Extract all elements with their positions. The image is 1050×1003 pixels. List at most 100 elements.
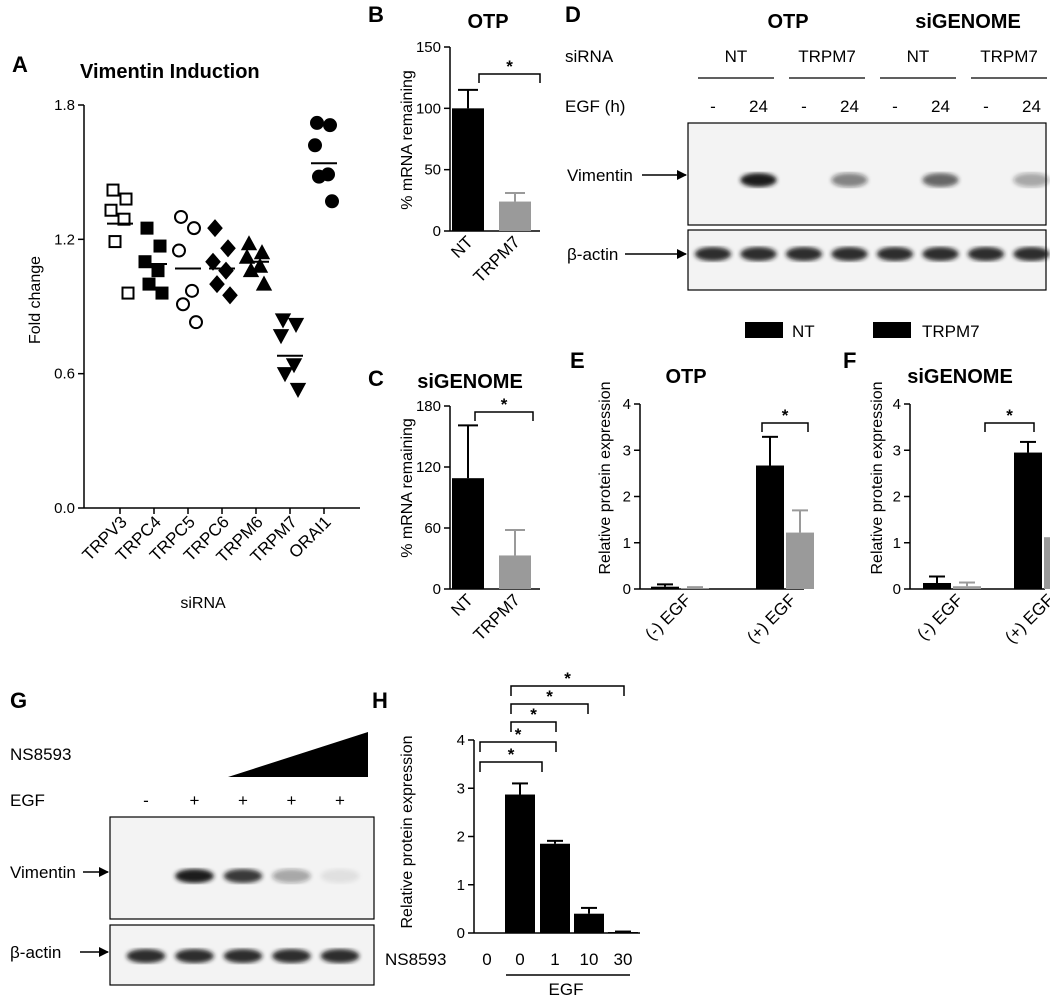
bar-b-trpm7	[499, 201, 531, 231]
blot-g-actin-band-4	[320, 949, 360, 963]
data-point-trpc4	[142, 277, 156, 291]
y-tick-label-b: 50	[424, 162, 441, 179]
y-tick-label-e: 0	[623, 581, 631, 598]
y-tick-label-e: 1	[623, 535, 631, 552]
data-point-trpm7	[285, 358, 303, 374]
blot-g-actin-band-1	[175, 949, 214, 963]
y-tick-label-a: 0.0	[54, 500, 75, 517]
blot-g-vimentin-band-1	[175, 869, 214, 883]
y-tick-label-c: 0	[433, 581, 441, 598]
panel-letter-c: C	[368, 366, 384, 391]
blot-g-egf-3: +	[287, 791, 297, 810]
panel-letter-b: B	[368, 2, 384, 27]
panel-letter-d: D	[565, 2, 581, 27]
data-point-trpc5	[176, 297, 190, 312]
blot-d-egf-1: 24	[749, 97, 768, 116]
y-tick-label-b: 100	[416, 100, 441, 117]
y-tick-label-f: 2	[893, 489, 901, 506]
significance-bracket	[510, 721, 557, 732]
blot-g-actin-label: β-actin	[10, 943, 61, 962]
blot-d-sirna-1: TRPM7	[798, 47, 856, 66]
blot-d-actin-band-6	[967, 247, 1005, 261]
blot-d-actin-band-4	[876, 247, 914, 261]
panel-letter-e: E	[570, 348, 585, 373]
data-point-trpm7	[289, 382, 307, 398]
significance-bracket	[510, 685, 625, 696]
blot-d-actin-band-7	[1013, 247, 1050, 261]
y-tick-label-h: 3	[457, 780, 465, 797]
y-tick-label-f: 1	[893, 535, 901, 552]
blot-g-vimentin-membrane	[109, 816, 375, 920]
legend-ef: NT TRPM7	[745, 322, 980, 341]
y-axis-label-a: Fold change	[27, 256, 44, 344]
y-tick-label-b: 150	[416, 39, 441, 56]
x-tick-label-e: (+) EGF	[743, 590, 800, 647]
y-tick-label-f: 3	[893, 442, 901, 459]
legend-label-trpm7: TRPM7	[922, 322, 980, 341]
data-point-trpm7	[287, 317, 305, 334]
panel-e: E OTP Relative protein expression 0 1 2 3 4 (…	[570, 348, 814, 647]
y-tick-label-f: 4	[893, 396, 901, 413]
blot-d-egf-4: -	[892, 97, 898, 116]
data-point-trpm6	[238, 248, 256, 264]
data-point-trpc4	[151, 264, 165, 278]
data-point-trpc5	[189, 315, 203, 330]
data-point-trpc6	[222, 286, 238, 305]
panel-letter-f: F	[843, 348, 856, 373]
significance-bracket	[479, 761, 543, 772]
significance-star: *	[501, 395, 508, 414]
blot-d-vimentin-band-7	[1013, 173, 1050, 187]
y-tick-label-h: 1	[457, 877, 465, 894]
blot-g-actin-band-3	[272, 949, 311, 963]
significance-bracket	[478, 73, 541, 83]
panel-d: D OTP siGENOME siRNA EGF (h) Vimentin β-…	[565, 2, 1050, 291]
blot-g-actin-band-2	[223, 949, 263, 963]
blot-d-egf-2: -	[801, 97, 807, 116]
chart-title-c: siGENOME	[417, 371, 523, 393]
x-tick-label-c: TRPM7	[470, 590, 524, 644]
blot-g-egf-label: EGF	[10, 791, 45, 810]
blot-g-vimentin-band-4	[320, 869, 360, 883]
bar-e-trpm7	[786, 532, 814, 589]
row-label-h: NS8593	[385, 950, 446, 969]
data-point-trpc5	[172, 243, 186, 258]
data-point-trpm6	[251, 257, 269, 273]
data-point-orai1	[325, 194, 339, 209]
blot-d-egf-7: 24	[1022, 97, 1041, 116]
blot-d-actin-band-0	[694, 247, 732, 261]
bar-c-trpm7	[499, 555, 531, 589]
data-point-trpc4	[155, 286, 169, 300]
y-tick-label-e: 2	[623, 489, 631, 506]
y-tick-label-h: 4	[457, 732, 465, 749]
y-tick-label-e: 3	[623, 442, 631, 459]
blot-d-sirna-0: NT	[725, 47, 748, 66]
significance-star: *	[564, 669, 571, 688]
blot-g-egf-1: +	[190, 791, 200, 810]
data-point-trpc5	[174, 209, 188, 224]
panel-g: G NS8593 EGF Vimentin β-actin - + + + +	[10, 688, 375, 986]
significance-star: *	[530, 705, 537, 724]
chart-title-e: OTP	[665, 366, 706, 388]
bar-h-2	[540, 843, 570, 933]
blot-g-vimentin-band-3	[272, 869, 311, 883]
bar-h-1	[505, 794, 535, 933]
chart-title-f: siGENOME	[907, 366, 1013, 388]
legend-label-nt: NT	[792, 322, 815, 341]
x-tick-label-h: 1	[550, 950, 559, 969]
data-point-trpc6	[209, 275, 225, 294]
bar-c-nt	[452, 478, 484, 589]
data-point-orai1	[312, 169, 326, 184]
y-axis-label-e: Relative protein expression	[597, 382, 614, 575]
blot-d-actin-band-2	[785, 247, 823, 261]
data-point-trpc6	[205, 252, 221, 271]
blot-g-vimentin-band-2	[223, 869, 263, 883]
blot-d-vimentin-label: Vimentin	[567, 166, 633, 185]
y-axis-label-c: % mRNA remaining	[399, 418, 416, 558]
y-tick-label-a: 1.8	[54, 97, 75, 114]
data-point-trpv3	[104, 203, 118, 217]
x-tick-label-b: TRPM7	[470, 232, 524, 286]
panel-h: H Relative protein expression NS8593 EGF…	[372, 669, 640, 999]
blot-d-sirna-2: NT	[907, 47, 930, 66]
y-tick-label-f: 0	[893, 581, 901, 598]
